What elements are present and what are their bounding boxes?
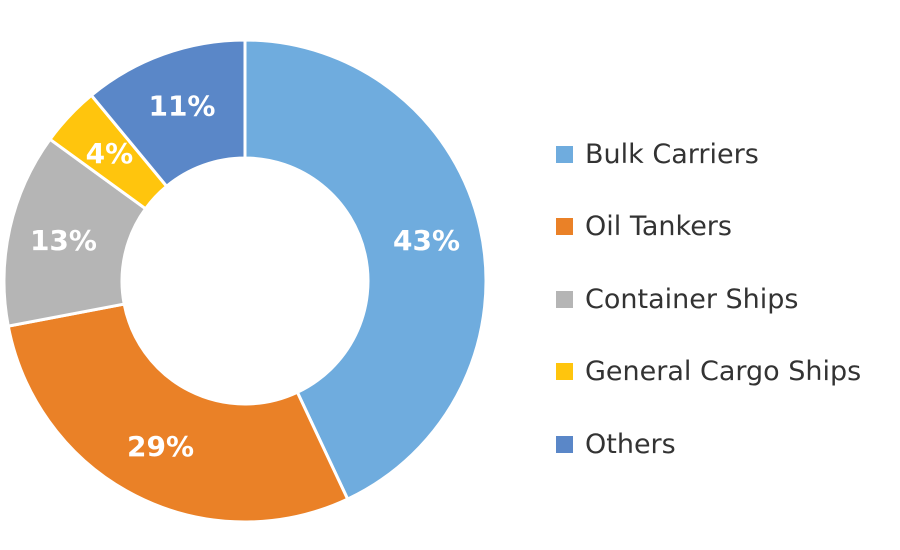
legend-swatch-oil-tankers [556, 218, 573, 236]
legend-swatch-general-cargo-ships [556, 363, 573, 381]
slice-label-others: 11% [148, 89, 215, 122]
legend-swatch-others [556, 435, 573, 453]
legend-label-general-cargo-ships: General Cargo Ships [585, 356, 862, 388]
legend-label-others: Others [585, 428, 676, 460]
slice-label-bulk-carriers: 43% [393, 224, 460, 257]
legend-label-oil-tankers: Oil Tankers [585, 211, 732, 243]
slice-label-container-ships: 13% [30, 224, 97, 257]
legend-item-oil-tankers: Oil Tankers [556, 191, 861, 264]
legend-swatch-bulk-carriers [556, 145, 573, 163]
donut-slice-labels: 43% 29% 13% 4% 11% [30, 89, 460, 463]
slice-label-oil-tankers: 29% [127, 430, 194, 463]
legend-item-bulk-carriers: Bulk Carriers [556, 118, 861, 191]
legend-item-general-cargo-ships: General Cargo Ships [556, 336, 861, 409]
legend-label-bulk-carriers: Bulk Carriers [585, 138, 759, 170]
slice-oil-tankers [6, 302, 350, 524]
legend-swatch-container-ships [556, 290, 573, 308]
legend-item-container-ships: Container Ships [556, 263, 861, 336]
slice-bulk-carriers [243, 38, 488, 502]
legend-label-container-ships: Container Ships [585, 283, 799, 315]
slice-label-general-cargo-ships: 4% [86, 137, 134, 170]
slice-container-ships [2, 137, 148, 328]
slice-others [89, 38, 247, 189]
donut-slices [2, 38, 488, 524]
legend-item-others: Others [556, 408, 861, 481]
chart-legend: Bulk Carriers Oil Tankers Container Ship… [556, 118, 861, 481]
